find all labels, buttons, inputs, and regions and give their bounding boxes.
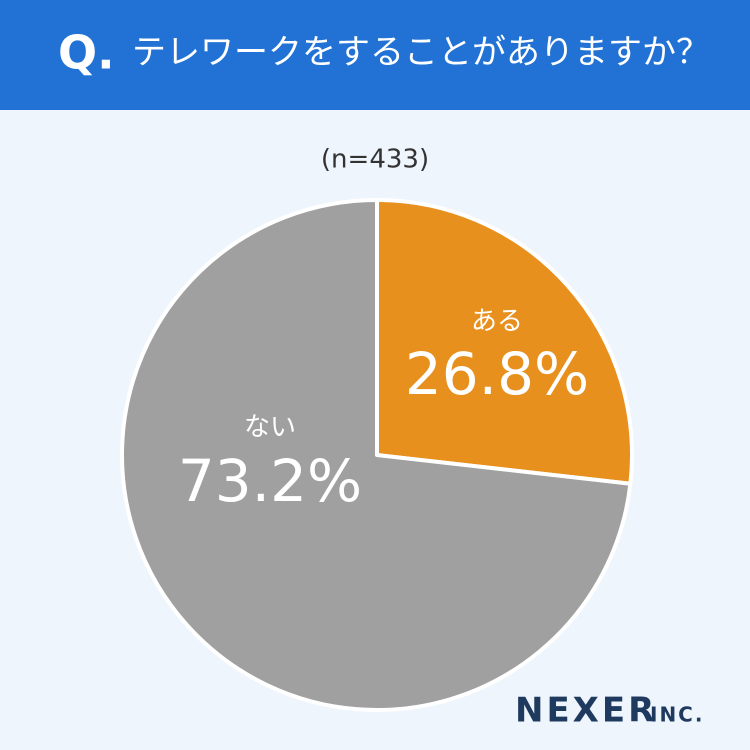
header-band (0, 0, 750, 110)
logo-suffix: INC. (650, 703, 704, 727)
value-label: 73.2% (178, 447, 362, 515)
pie-slice (375, 198, 634, 486)
slice-label: ない (244, 413, 296, 443)
value-label: 26.8% (405, 340, 589, 408)
question-mark: Q. (58, 26, 115, 80)
slice-label: ある (471, 307, 523, 337)
chart-subtitle: (n=433) (321, 145, 429, 175)
logo-name: NEXER (515, 691, 657, 731)
pie-slice (120, 198, 633, 712)
pie (120, 198, 634, 712)
chart-title: テレワークをすることがありますか？ (132, 33, 710, 73)
